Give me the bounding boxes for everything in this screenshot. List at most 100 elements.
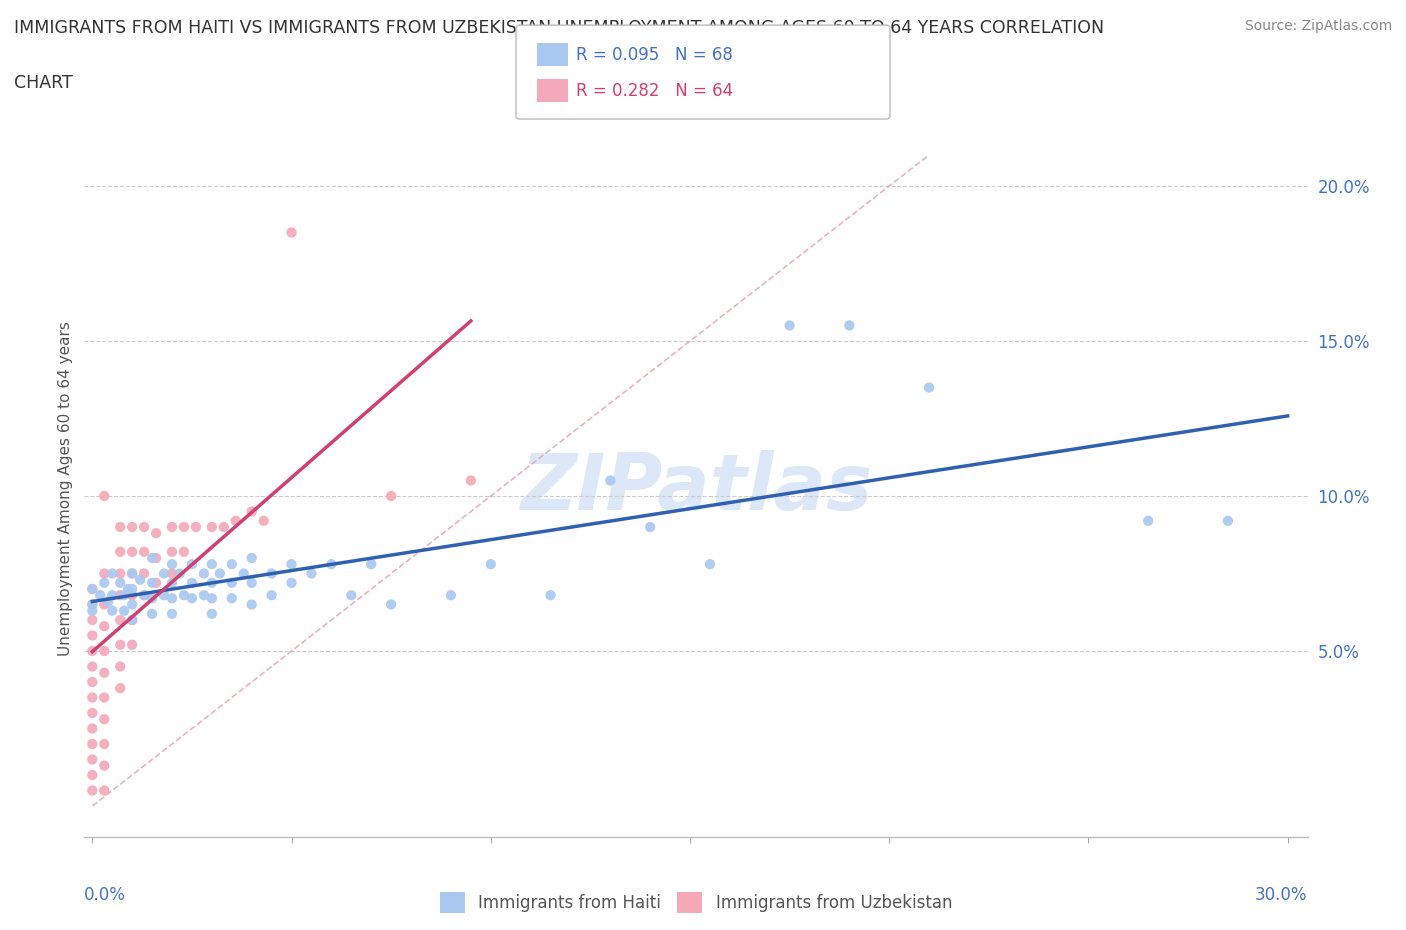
Y-axis label: Unemployment Among Ages 60 to 64 years: Unemployment Among Ages 60 to 64 years: [58, 321, 73, 656]
Point: [82, 659, 104, 674]
Point: [201, 591, 224, 605]
Point: [141, 576, 163, 591]
Point: [160, 606, 183, 621]
Point: [112, 588, 135, 603]
Text: Source: ZipAtlas.com: Source: ZipAtlas.com: [1244, 19, 1392, 33]
Point: [82, 604, 104, 618]
Point: [93, 665, 115, 680]
Point: [201, 576, 224, 591]
Point: [145, 551, 167, 565]
Text: IMMIGRANTS FROM HAITI VS IMMIGRANTS FROM UZBEKISTAN UNEMPLOYMENT AMONG AGES 60 T: IMMIGRANTS FROM HAITI VS IMMIGRANTS FROM…: [14, 19, 1104, 36]
Point: [101, 604, 124, 618]
Point: [93, 711, 115, 726]
Point: [145, 525, 167, 540]
Point: [260, 588, 283, 603]
Point: [184, 520, 207, 535]
Point: [141, 551, 163, 565]
Point: [110, 613, 132, 628]
Point: [110, 588, 132, 603]
Point: [121, 544, 143, 559]
Point: [110, 520, 132, 535]
Point: [280, 576, 302, 591]
Point: [1216, 513, 1239, 528]
Point: [145, 576, 167, 591]
Point: [232, 566, 254, 581]
Point: [221, 557, 243, 572]
Point: [181, 591, 204, 605]
Point: [173, 520, 195, 535]
Point: [82, 752, 104, 767]
Point: [82, 783, 104, 798]
Text: R = 0.282   N = 64: R = 0.282 N = 64: [576, 82, 734, 100]
Point: [160, 591, 183, 605]
Point: [160, 566, 183, 581]
Point: [82, 644, 104, 658]
Point: [134, 544, 156, 559]
Point: [153, 566, 176, 581]
Point: [82, 628, 104, 643]
Point: [89, 588, 111, 603]
Point: [638, 520, 661, 535]
Point: [221, 576, 243, 591]
Point: [97, 594, 120, 609]
Point: [918, 380, 941, 395]
Point: [121, 520, 143, 535]
Point: [110, 659, 132, 674]
Point: [160, 520, 183, 535]
Point: [460, 473, 482, 488]
Text: R = 0.095   N = 68: R = 0.095 N = 68: [576, 46, 734, 64]
Point: [380, 488, 402, 503]
Point: [253, 513, 276, 528]
Point: [134, 566, 156, 581]
Point: [93, 576, 115, 591]
Point: [82, 706, 104, 721]
Legend: Immigrants from Haiti, Immigrants from Uzbekistan: Immigrants from Haiti, Immigrants from U…: [433, 885, 959, 920]
Point: [141, 606, 163, 621]
Point: [779, 318, 801, 333]
Point: [93, 618, 115, 633]
Point: [201, 557, 224, 572]
Point: [129, 572, 152, 587]
Point: [260, 566, 283, 581]
Point: [221, 591, 243, 605]
Point: [121, 613, 143, 628]
Point: [280, 225, 302, 240]
Point: [82, 690, 104, 705]
Point: [82, 737, 104, 751]
Point: [101, 588, 124, 603]
Point: [240, 576, 263, 591]
Point: [82, 767, 104, 782]
Point: [101, 566, 124, 581]
Point: [540, 588, 562, 603]
Point: [93, 644, 115, 658]
Point: [212, 520, 235, 535]
Point: [121, 637, 143, 652]
Point: [121, 566, 143, 581]
Point: [82, 613, 104, 628]
Point: [134, 588, 156, 603]
Point: [117, 581, 139, 596]
Point: [110, 637, 132, 652]
Point: [153, 588, 176, 603]
Point: [208, 566, 231, 581]
Point: [240, 551, 263, 565]
Point: [110, 566, 132, 581]
Point: [240, 504, 263, 519]
Point: [121, 597, 143, 612]
Text: ZIPatlas: ZIPatlas: [520, 450, 872, 526]
Point: [201, 520, 224, 535]
Point: [93, 690, 115, 705]
Point: [93, 488, 115, 503]
Point: [93, 597, 115, 612]
Point: [173, 588, 195, 603]
Point: [141, 591, 163, 605]
Point: [134, 520, 156, 535]
Point: [193, 566, 215, 581]
Point: [699, 557, 721, 572]
Point: [82, 721, 104, 736]
Point: [121, 581, 143, 596]
Point: [240, 597, 263, 612]
Point: [160, 557, 183, 572]
Point: [110, 576, 132, 591]
Point: [121, 566, 143, 581]
